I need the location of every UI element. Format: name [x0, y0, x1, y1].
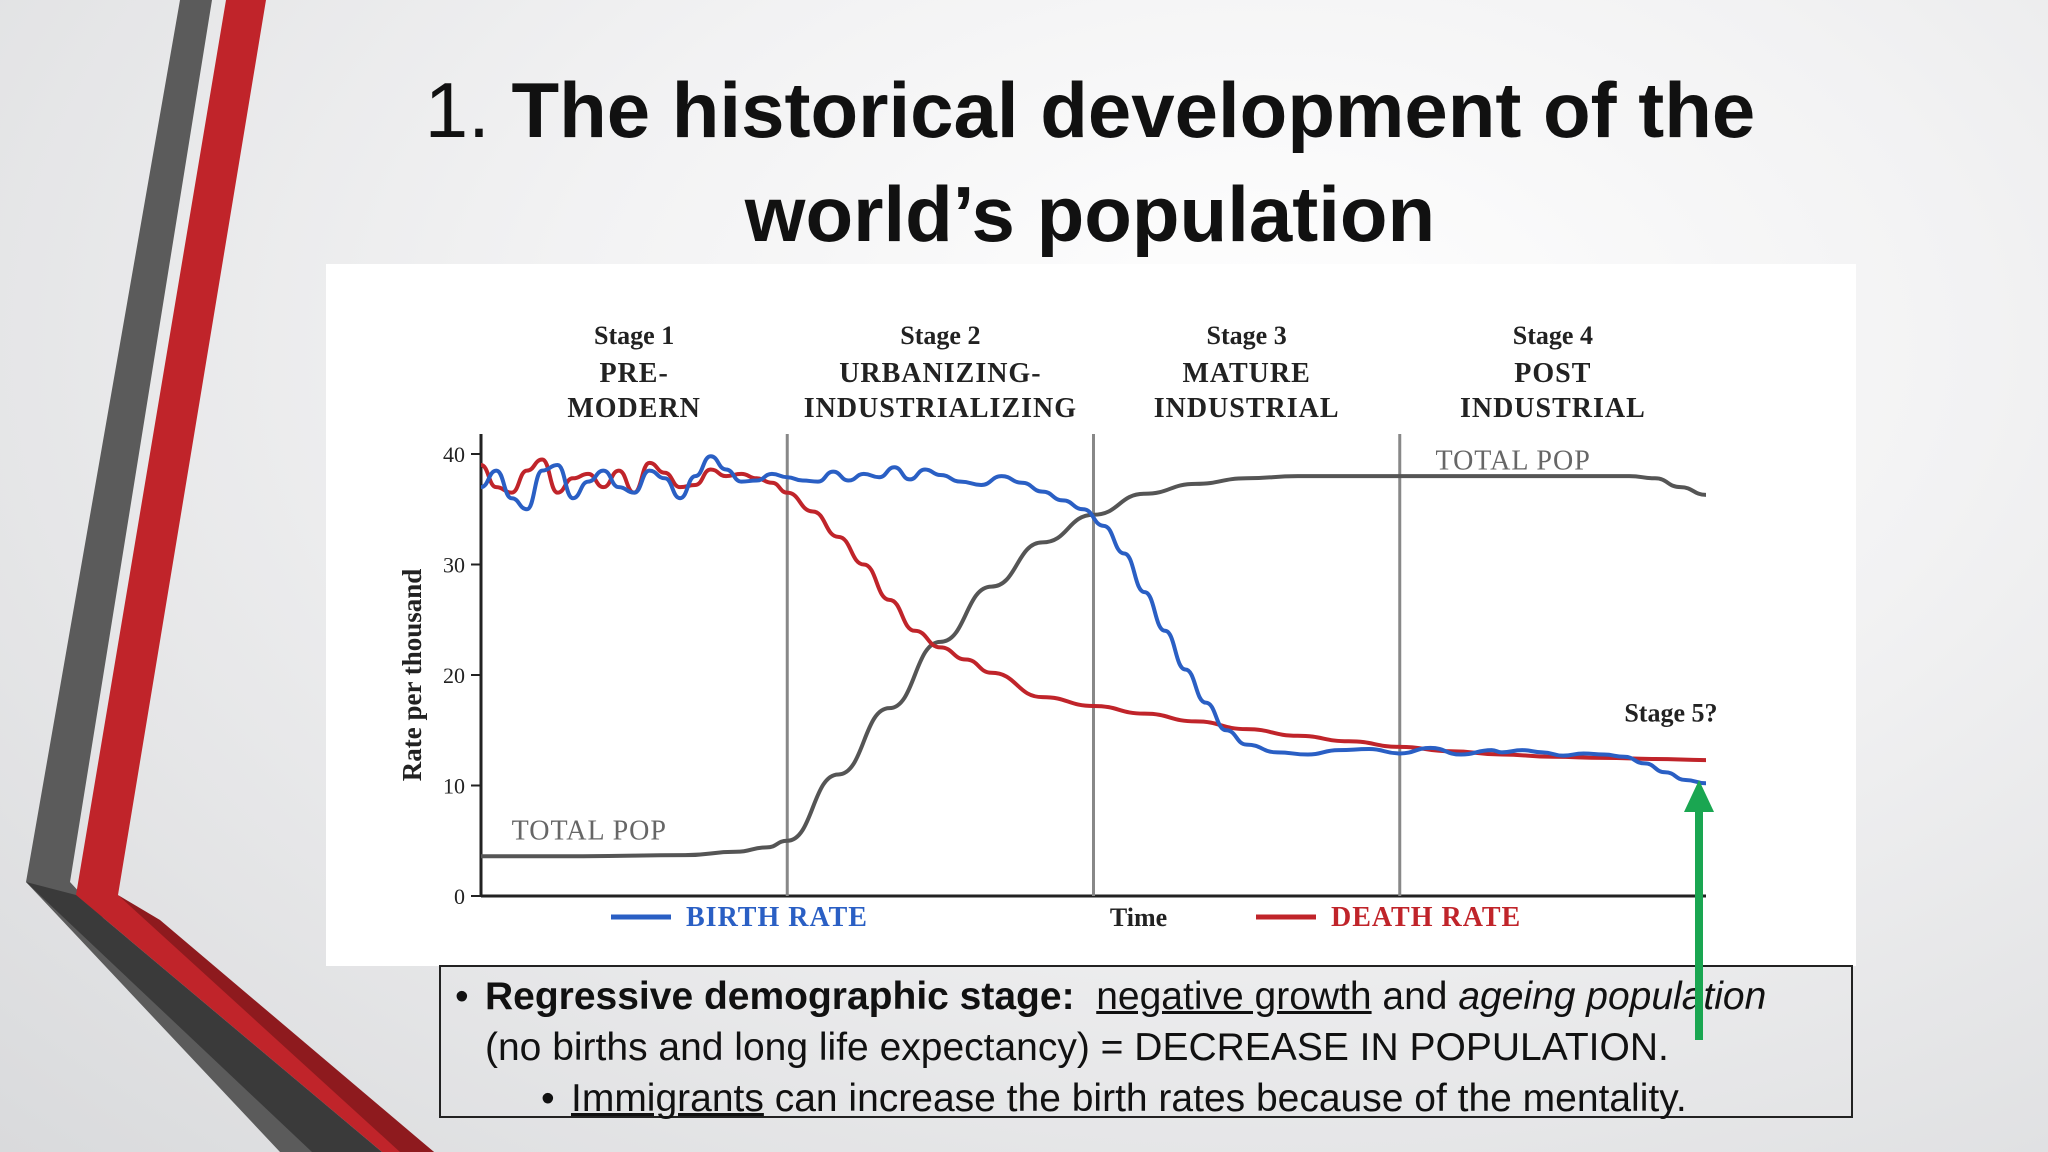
sub-bullet-icon: • [541, 1077, 555, 1120]
bullet-icon: • [455, 975, 469, 1018]
total-pop-line [481, 474, 1707, 859]
stage-name-line-2: INDUSTRIALIZING [804, 393, 1077, 424]
red-wedge [118, 895, 434, 1152]
caption-line-3: • Immigrants can increase the birth rates… [455, 1073, 1837, 1124]
caption-rest: can increase the birth rates because of … [774, 1077, 1687, 1120]
dark-wedge [26, 882, 382, 1152]
title-text: The historical development of the world’… [511, 66, 1756, 258]
title-number: 1. [424, 66, 490, 154]
slide-title: 1. The historical development of the wor… [290, 58, 1890, 266]
y-tick-label: 30 [443, 553, 465, 578]
caption-bold: Regressive demographic stage: [485, 975, 1075, 1018]
stage-name-line-1: MATURE [1182, 358, 1310, 389]
stage-number: Stage 3 [1207, 321, 1287, 350]
y-tick-label: 20 [443, 663, 465, 688]
gray-stripe [26, 0, 320, 1152]
caption-and: and [1382, 975, 1448, 1018]
caption-underlined: negative growth [1096, 975, 1372, 1018]
total-pop-label-low: TOTAL POP [512, 816, 667, 847]
stage-number: Stage 4 [1513, 321, 1593, 350]
stage-name-line-2: INDUSTRIAL [1154, 393, 1340, 424]
total-pop-label-high: TOTAL POP [1435, 445, 1590, 476]
red-stripe [76, 0, 434, 1152]
y-tick-label: 40 [443, 442, 465, 467]
caption-italic: ageing population [1458, 975, 1767, 1018]
y-tick-label: 0 [454, 884, 465, 909]
stage-5-label: Stage 5? [1624, 698, 1717, 727]
legend-death-label: DEATH RATE [1331, 902, 1521, 933]
stage-number: Stage 2 [900, 321, 980, 350]
caption-line-2: (no births and long life expectancy) = D… [485, 1026, 1669, 1069]
stage-name-line-1: POST [1514, 358, 1591, 389]
demographic-transition-chart: 0 10 20 30 40 Rate per thousand Stage 1 PRE- MOD… [326, 264, 1856, 966]
stage-name-line-1: URBANIZING- [839, 358, 1041, 389]
death-rate-line [480, 457, 1707, 763]
caption-box: • Regressive demographic stage: negative … [439, 965, 1853, 1120]
stage-name-line-1: PRE- [599, 358, 668, 389]
legend-birth-label: BIRTH RATE [686, 902, 868, 933]
stage-name-line-2: MODERN [567, 393, 701, 424]
birth-rate-line [480, 454, 1707, 786]
y-axis-label: Rate per thousand [397, 569, 427, 782]
caption-line-1: • Regressive demographic stage: negative … [455, 971, 1837, 1022]
x-axis-label: Time [1110, 903, 1167, 932]
stage-number: Stage 1 [594, 321, 674, 350]
chart-svg: 0 10 20 30 40 Rate per thousand Stage 1 PRE- MOD… [397, 321, 1718, 933]
y-tick-label: 10 [443, 774, 465, 799]
caption-immigrants: Immigrants [571, 1077, 764, 1120]
stage-name-line-2: INDUSTRIAL [1460, 393, 1646, 424]
